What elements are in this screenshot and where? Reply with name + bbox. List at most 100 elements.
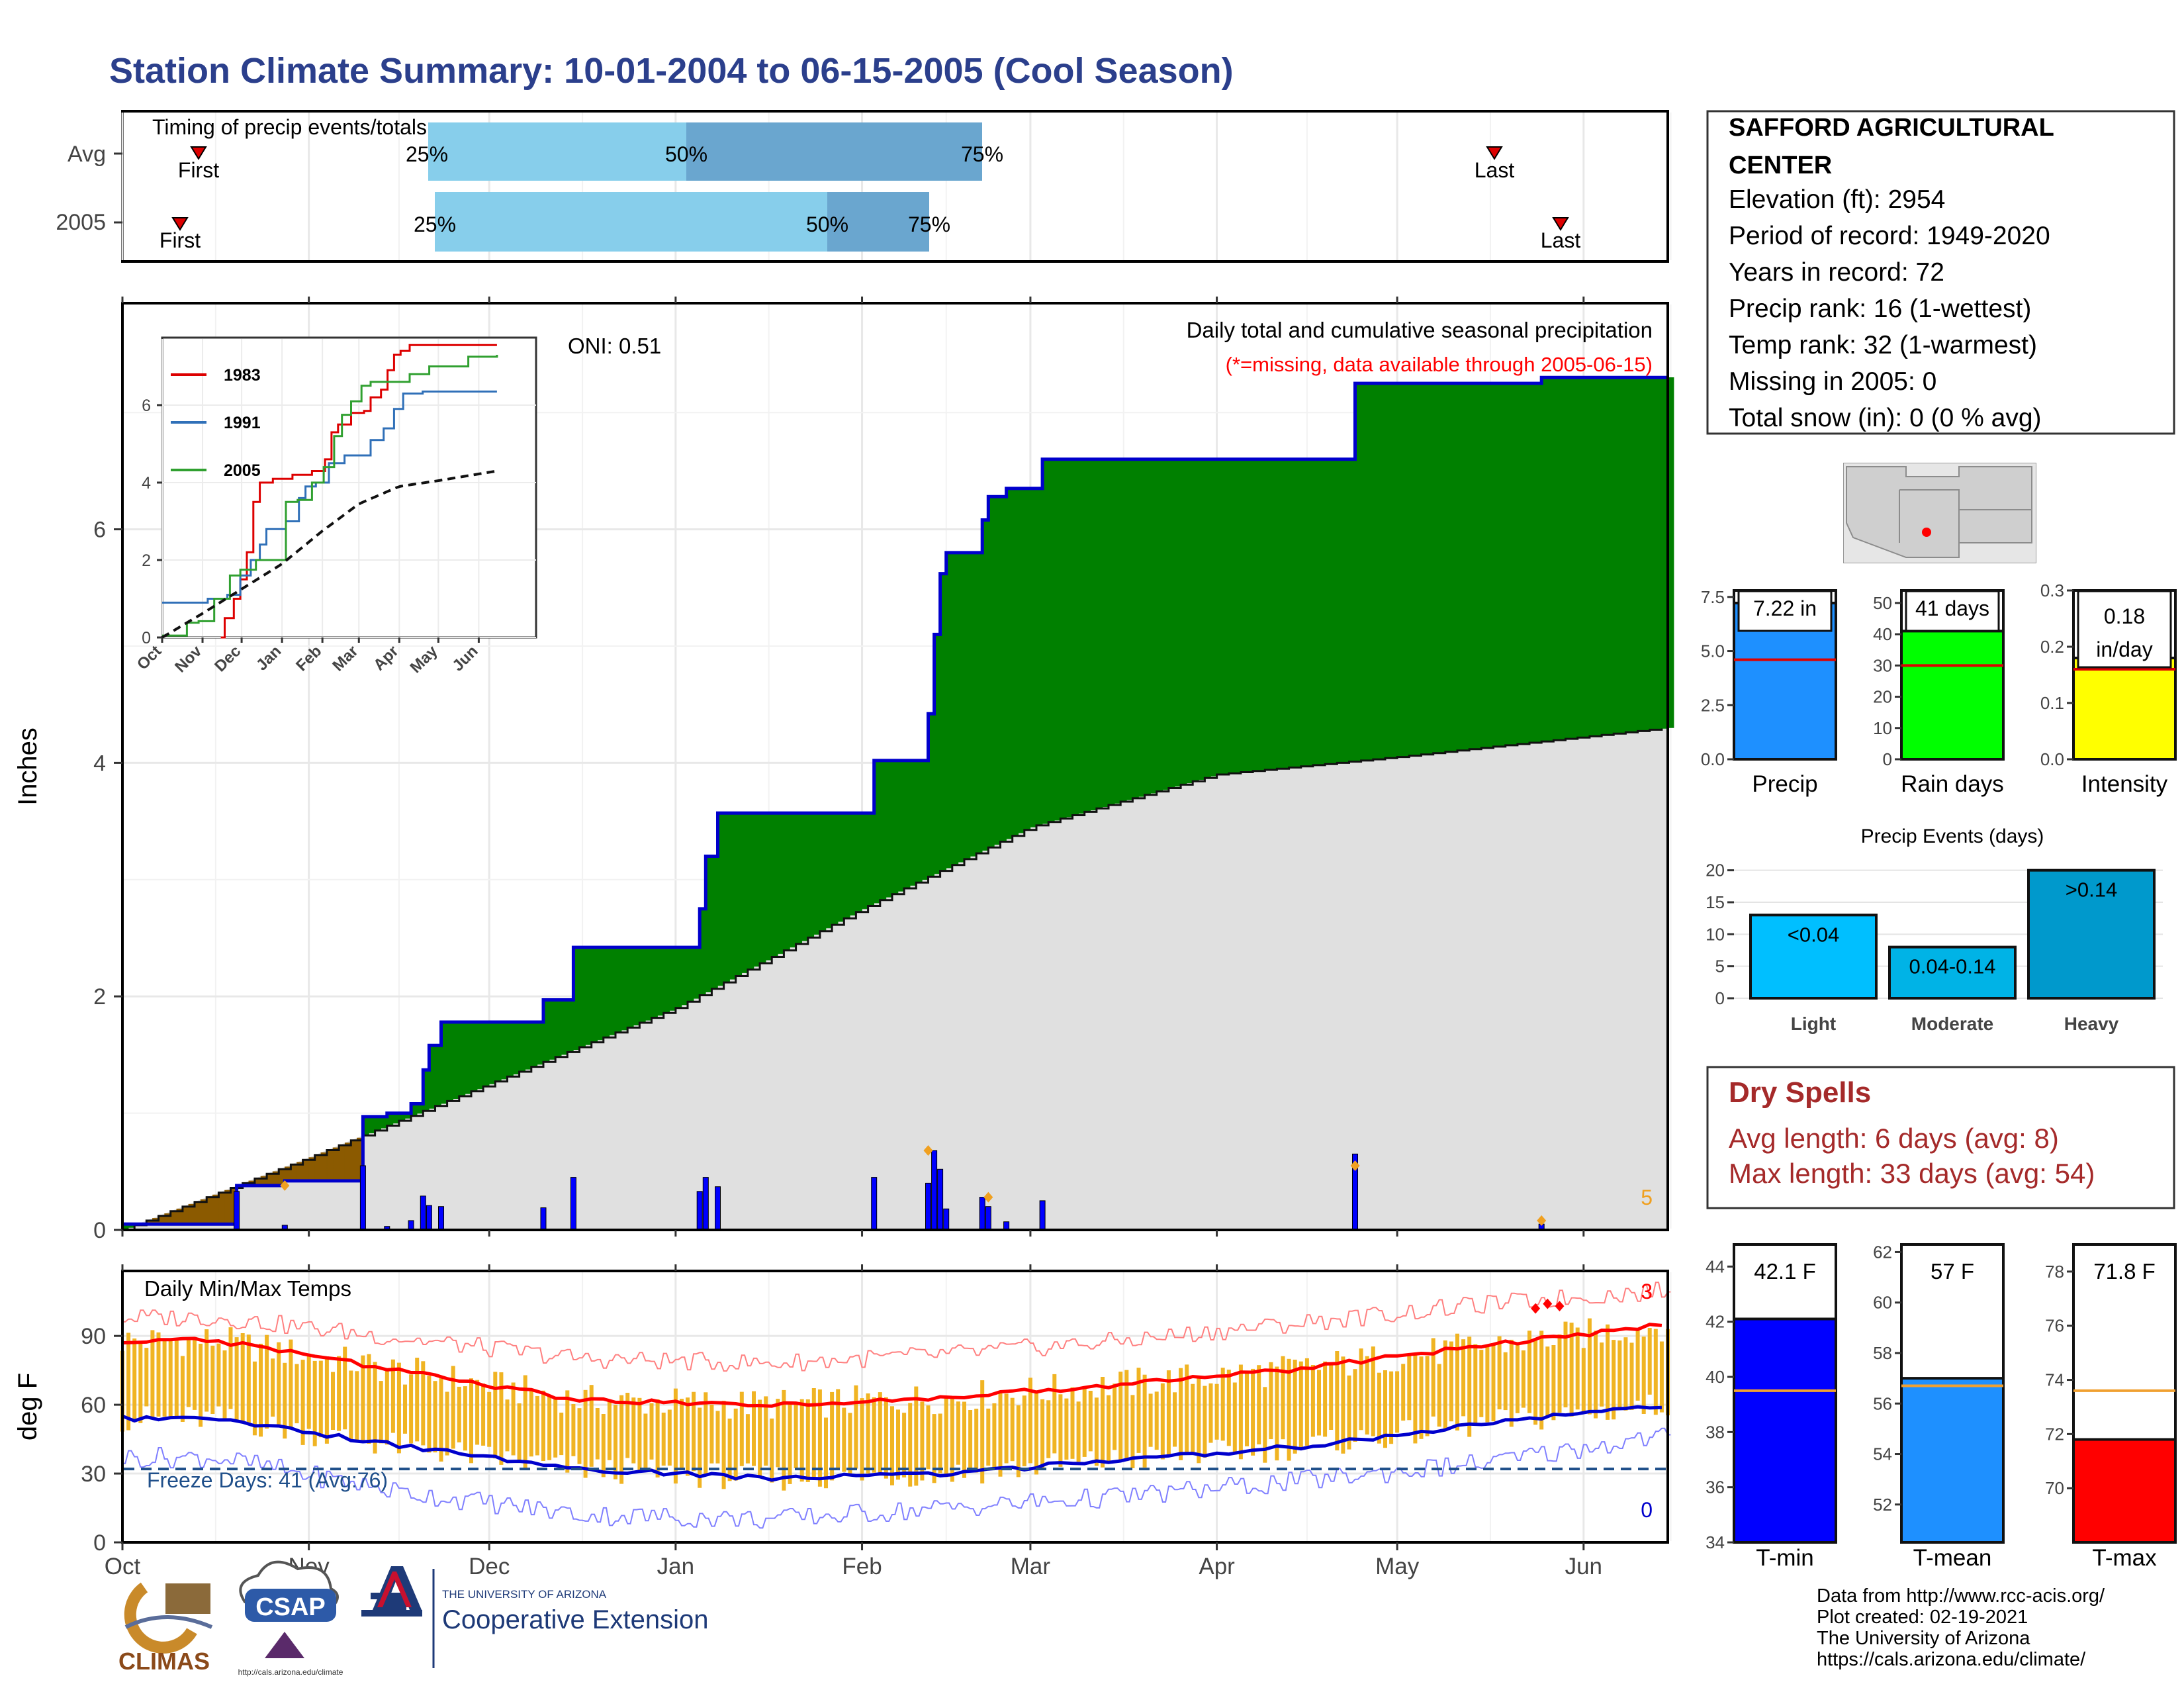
daily-temp-bar [908,1403,913,1487]
precip-ytick-label: 6 [93,518,106,543]
tmean-ytick-label: 56 [1873,1393,1892,1413]
precip-ylabel: Inches [13,727,42,806]
tmean-ytick-label: 58 [1873,1343,1892,1363]
daily-temp-bar [1659,1341,1664,1413]
daily-temp-bar [758,1399,762,1476]
ua-block-a-red [377,1571,412,1607]
station-years: Years in record: 72 [1729,258,1944,287]
temp-count-bottom: 0 [1641,1498,1653,1522]
tmax-ytick-label: 78 [2045,1262,2064,1282]
daily-temp-bar [1509,1339,1514,1427]
daily-temp-bar [721,1401,726,1489]
record-max-line [122,1282,1671,1372]
daily-precip-bar [715,1186,721,1231]
avg-min-line [122,1405,1662,1482]
daily-temp-bar [817,1389,822,1487]
daily-temp-bar [1173,1392,1177,1447]
timing-panel-label: Timing of precip events/totals [152,115,427,139]
daily-temp-bar [1413,1353,1418,1444]
tmax-ytick-label: 70 [2045,1478,2064,1498]
events-bar-heavy [2027,868,2156,1000]
y2005-25-50-bar [435,192,827,252]
precip-bar-label: Precip [1752,771,1817,797]
daily-precip-bar [937,1168,944,1231]
daily-temp-bar [1257,1365,1261,1444]
daily-temp-bar [240,1333,245,1422]
events-ytick-label: 5 [1715,957,1725,976]
y2005-50-75-bar [827,192,929,252]
month-label: Oct [105,1554,141,1579]
inset-frame [161,336,537,639]
daily-temp-bar [914,1386,919,1486]
daily-temp-bar [1082,1386,1087,1457]
daily-temp-bar [1371,1346,1375,1436]
daily-temp-bar [379,1381,383,1444]
daily-temp-bar [144,1348,149,1407]
daily-temp-bar [1563,1321,1568,1408]
daily-temp-bar [860,1398,864,1481]
daily-temp-bar [126,1333,131,1430]
daily-temp-bar [782,1389,786,1491]
ua-logo-top-text: THE UNIVERSITY OF ARIZONA [442,1588,607,1601]
daily-temp-bar [1461,1339,1466,1417]
csap-mountain [265,1632,304,1658]
daily-temp-bar [980,1380,985,1483]
avg-p75-label: 75% [961,142,1003,166]
tmin-ytick-label: 44 [1706,1256,1725,1276]
avg-p50-label: 50% [665,142,707,166]
daily-temp-bar [968,1410,973,1470]
daily-temp-bar [577,1408,582,1464]
daily-temp-bar [150,1330,155,1418]
timing-panel: Timing of precip events/totals Avg 2005 … [56,110,1672,263]
intensity-ytick-label: 0.1 [2040,693,2064,713]
daily-temp-bar [1467,1336,1472,1437]
tmin-bar [1733,1317,1837,1544]
daily-temp-bar [811,1388,816,1479]
tmin-ytick-label: 36 [1706,1477,1725,1497]
temp-panel-frame [121,1270,1669,1544]
daily-temp-bar [1022,1395,1026,1467]
daily-temp-bar [132,1338,137,1423]
daily-temp-bar [1052,1374,1057,1454]
daily-temp-bar [559,1413,564,1456]
tmean-bar-label: T-mean [1913,1545,1992,1571]
daily-temp-bar [1365,1356,1369,1435]
daily-temp-bar [625,1393,630,1458]
inset-average-line [161,470,495,639]
daily-temp-bar [854,1385,858,1469]
daily-temp-bar [1245,1373,1249,1446]
daily-temp-bar [565,1390,570,1473]
daily-temp-bar [902,1413,907,1477]
daily-temp-bar [1617,1340,1622,1410]
dry-spells-max: Max length: 33 days (avg: 54) [1729,1158,2095,1189]
daily-temp-bar [614,1405,617,1479]
daily-temp-bar [709,1405,714,1464]
daily-temp-bar [583,1389,588,1478]
daily-temp-bar [367,1354,371,1444]
daily-temp-bar [174,1340,179,1417]
daily-temp-bar [451,1366,455,1449]
month-label: Apr [1199,1554,1235,1579]
daily-temp-bar [1569,1323,1574,1417]
tmin-bar-label: T-min [1756,1545,1814,1571]
daily-temp-bar [938,1413,942,1474]
daily-temp-bar [1594,1331,1598,1419]
footer-line1: Data from http://www.rcc-acis.org/ [1817,1585,2105,1607]
precip-ytick-label: 7.5 [1701,587,1725,607]
temp-bar-texts: T-min T-mean T-max 42.1 F 57 F 71.8 F [1754,1259,2157,1571]
heavy-event-marker [1537,1215,1547,1226]
daily-temp-bar [1160,1383,1165,1460]
daily-temp-bar [156,1332,161,1417]
daily-temp-bar [1130,1395,1135,1468]
csap-banner [245,1589,336,1622]
intensity-value-label: 0.18 [2104,604,2145,628]
inset-xtick-label: May [406,642,441,677]
daily-temp-bar [1431,1338,1435,1417]
daily-temp-bar [1208,1383,1213,1443]
tmean-ytick-label: 62 [1873,1242,1892,1262]
daily-temp-bar [1070,1387,1075,1459]
heavy-event-marker [923,1145,933,1156]
dry-spells-avg: Avg length: 6 days (avg: 8) [1729,1123,2059,1154]
daily-temp-bar [216,1343,221,1407]
